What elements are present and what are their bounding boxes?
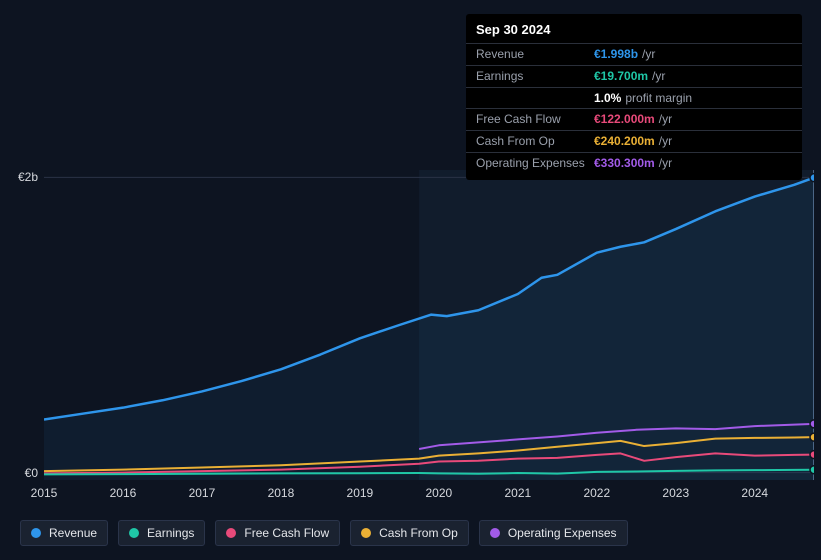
legend-item[interactable]: Earnings <box>118 520 205 546</box>
series-endpoint <box>810 451 814 459</box>
tooltip-row-label: Revenue <box>476 46 594 63</box>
tooltip-row-label: Operating Expenses <box>476 155 594 172</box>
legend-swatch <box>129 528 139 538</box>
x-axis-label: 2015 <box>31 486 58 500</box>
x-axis-label: 2017 <box>189 486 216 500</box>
tooltip-row-value: 1.0% <box>594 90 621 107</box>
x-axis-label: 2024 <box>741 486 768 500</box>
tooltip-row-unit: profit margin <box>625 90 692 107</box>
tooltip-row-label: Free Cash Flow <box>476 111 594 128</box>
chart-tooltip: Sep 30 2024 Revenue€1.998b/yrEarnings€19… <box>466 14 802 180</box>
series-endpoint <box>810 420 814 428</box>
legend-label: Earnings <box>147 526 194 540</box>
legend-swatch <box>31 528 41 538</box>
tooltip-row-unit: /yr <box>659 111 672 128</box>
legend-swatch <box>361 528 371 538</box>
x-axis-label: 2020 <box>426 486 453 500</box>
legend-label: Revenue <box>49 526 97 540</box>
legend-item[interactable]: Revenue <box>20 520 108 546</box>
legend-swatch <box>226 528 236 538</box>
x-axis-label: 2022 <box>583 486 610 500</box>
chart-area: €0 €2b 2015 2016 2017 2018 2019 2020 2021 2022 20… <box>0 150 821 510</box>
tooltip-row-unit: /yr <box>659 155 672 172</box>
x-axis-label: 2021 <box>504 486 531 500</box>
line-chart[interactable] <box>44 170 814 480</box>
series-endpoint <box>810 174 814 182</box>
x-axis-label: 2023 <box>662 486 689 500</box>
tooltip-row-unit: /yr <box>659 133 672 150</box>
legend-label: Free Cash Flow <box>244 526 329 540</box>
tooltip-row-label: Earnings <box>476 68 594 85</box>
y-axis-label: €2b <box>18 170 38 184</box>
legend-item[interactable]: Cash From Op <box>350 520 469 546</box>
legend-swatch <box>490 528 500 538</box>
series-endpoint <box>810 466 814 474</box>
y-axis-label: €0 <box>25 466 38 480</box>
tooltip-row-value: €19.700m <box>594 68 648 85</box>
x-axis-label: 2019 <box>347 486 374 500</box>
tooltip-row-label: Cash From Op <box>476 133 594 150</box>
tooltip-row: Cash From Op€240.200m/yr <box>466 130 802 152</box>
tooltip-row-value: €1.998b <box>594 46 638 63</box>
legend-label: Cash From Op <box>379 526 458 540</box>
x-axis-label: 2016 <box>110 486 137 500</box>
tooltip-row: Earnings€19.700m/yr <box>466 65 802 87</box>
tooltip-row: Free Cash Flow€122.000m/yr <box>466 108 802 130</box>
tooltip-row: Operating Expenses€330.300m/yr <box>466 152 802 174</box>
x-axis-labels: 2015201620172018201920202021202220232024 <box>44 486 815 506</box>
tooltip-row-value: €330.300m <box>594 155 655 172</box>
series-endpoint <box>810 433 814 441</box>
tooltip-row: 1.0%profit margin <box>466 87 802 109</box>
tooltip-row: Revenue€1.998b/yr <box>466 43 802 65</box>
tooltip-row-unit: /yr <box>642 46 655 63</box>
tooltip-date: Sep 30 2024 <box>466 20 802 43</box>
tooltip-row-value: €240.200m <box>594 133 655 150</box>
chart-legend: Revenue Earnings Free Cash Flow Cash From O… <box>20 520 628 546</box>
legend-label: Operating Expenses <box>508 526 617 540</box>
x-axis-label: 2018 <box>268 486 295 500</box>
legend-item[interactable]: Operating Expenses <box>479 520 628 546</box>
tooltip-row-value: €122.000m <box>594 111 655 128</box>
tooltip-row-unit: /yr <box>652 68 665 85</box>
legend-item[interactable]: Free Cash Flow <box>215 520 340 546</box>
